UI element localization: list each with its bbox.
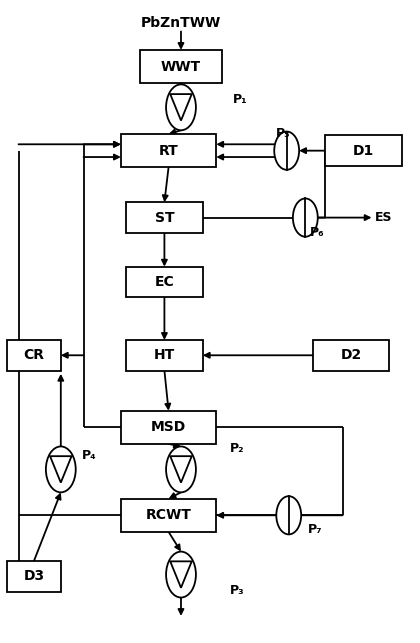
- Text: D1: D1: [353, 143, 374, 158]
- Text: MSD: MSD: [151, 421, 186, 434]
- Text: HT: HT: [154, 349, 175, 362]
- Bar: [126, 203, 203, 233]
- Bar: [121, 134, 216, 167]
- Circle shape: [274, 132, 299, 170]
- Text: CR: CR: [24, 349, 45, 362]
- Bar: [312, 340, 389, 370]
- Text: PbZnTWW: PbZnTWW: [141, 16, 221, 30]
- Text: RT: RT: [159, 143, 178, 158]
- Bar: [325, 136, 402, 166]
- Text: RCWT: RCWT: [146, 508, 192, 522]
- Text: P₄: P₄: [82, 449, 97, 462]
- Text: P₁: P₁: [233, 93, 247, 106]
- Text: P₃: P₃: [230, 584, 244, 597]
- Text: D3: D3: [23, 570, 45, 583]
- Circle shape: [166, 84, 196, 131]
- Text: WWT: WWT: [161, 60, 201, 73]
- Text: P₂: P₂: [230, 442, 244, 455]
- Bar: [7, 340, 61, 370]
- Polygon shape: [170, 456, 192, 483]
- Text: EC: EC: [155, 275, 174, 289]
- Circle shape: [166, 552, 196, 597]
- Circle shape: [46, 446, 76, 493]
- Polygon shape: [170, 94, 192, 120]
- Text: P₅: P₅: [276, 127, 291, 140]
- Bar: [7, 561, 61, 592]
- Bar: [139, 50, 223, 83]
- Bar: [121, 499, 216, 532]
- Circle shape: [276, 496, 301, 534]
- Polygon shape: [50, 456, 71, 483]
- Text: ES: ES: [375, 211, 392, 224]
- Bar: [121, 411, 216, 444]
- Polygon shape: [170, 561, 192, 588]
- Text: ST: ST: [155, 211, 174, 224]
- Text: D2: D2: [340, 349, 362, 362]
- Circle shape: [166, 446, 196, 493]
- Bar: [126, 340, 203, 370]
- Circle shape: [293, 199, 318, 237]
- Bar: [126, 267, 203, 297]
- Text: P₆: P₆: [310, 226, 325, 239]
- Text: P₇: P₇: [307, 523, 322, 536]
